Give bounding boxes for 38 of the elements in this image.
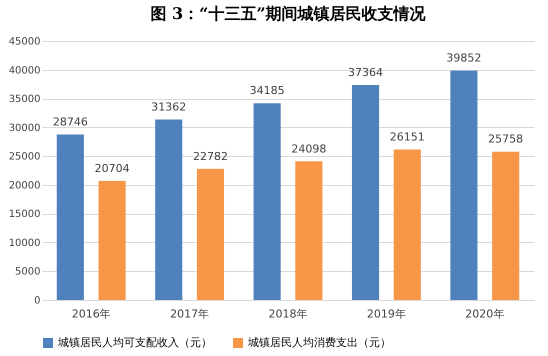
y-tick-label: 45000 (8, 36, 40, 48)
data-label: 37364 (348, 66, 384, 79)
bar (196, 168, 224, 300)
data-label: 22782 (192, 150, 228, 163)
bar (450, 70, 478, 300)
bar (254, 103, 281, 300)
chart-title: 图 3：“十三五”期间城镇居民收支情况 (150, 4, 427, 23)
data-label: 25758 (488, 132, 524, 146)
data-label: 24098 (291, 142, 326, 156)
legend-label: 城镇居民人均可支配收入（元） (57, 336, 212, 349)
x-tick-label: 2018年 (268, 308, 308, 320)
bar (98, 180, 126, 300)
data-label: 28746 (52, 116, 88, 129)
data-label: 26151 (390, 130, 425, 144)
y-tick-label: 30000 (8, 122, 40, 134)
y-tick-label: 20000 (8, 180, 40, 192)
data-label: 39852 (446, 52, 482, 65)
x-tick-label: 2016年 (72, 308, 111, 320)
data-label: 20704 (94, 162, 130, 175)
y-tick-label: 5000 (15, 266, 40, 278)
bar (352, 84, 380, 300)
bar (295, 161, 322, 300)
bar (492, 152, 520, 300)
y-tick-label: 35000 (8, 94, 40, 106)
bar (155, 119, 182, 300)
x-tick-label: 2019年 (366, 308, 406, 320)
legend-label: 城镇居民人均消费支出（元） (247, 336, 391, 349)
y-tick-label: 15000 (8, 209, 40, 220)
y-tick-label: 10000 (8, 238, 40, 249)
y-tick-label: 40000 (8, 65, 40, 76)
bar (56, 134, 84, 300)
data-label: 34185 (250, 84, 285, 98)
data-label: 31362 (151, 100, 186, 114)
x-tick-label: 2020年 (465, 308, 504, 320)
y-tick-label: 25000 (8, 152, 40, 163)
x-tick-label: 2017年 (170, 308, 210, 320)
bar (394, 149, 421, 300)
y-tick-label: 0 (34, 296, 40, 306)
